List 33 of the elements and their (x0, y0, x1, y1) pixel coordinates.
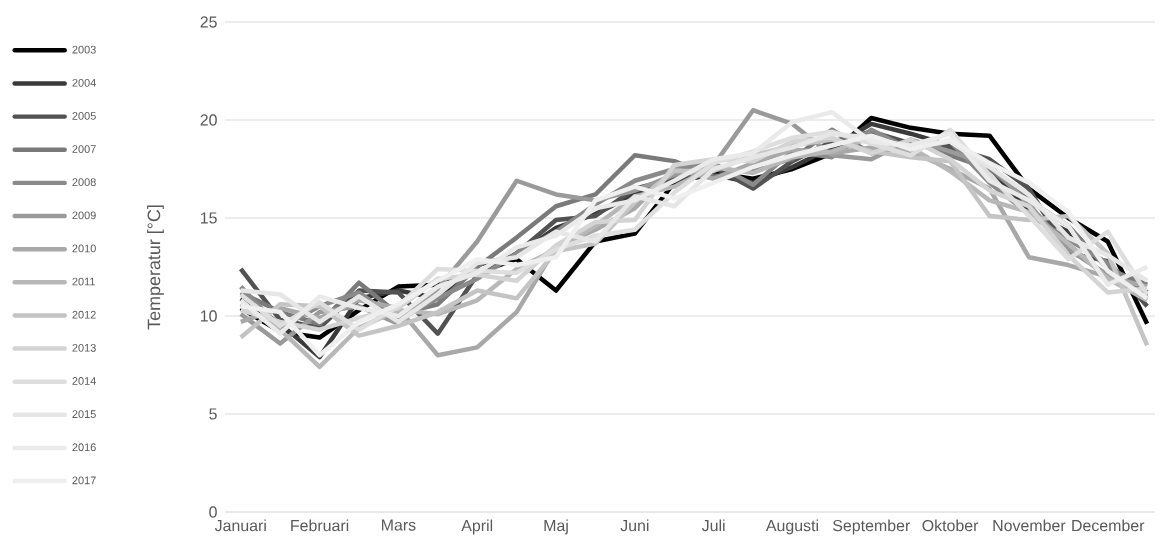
legend-label: 2012 (72, 310, 96, 319)
y-tick-label: 5 (209, 408, 217, 420)
legend-label: 2015 (72, 410, 96, 418)
x-tick-label: Augusti (765, 519, 818, 535)
y-tick-label: 10 (200, 310, 217, 322)
y-tick-label: 25 (200, 16, 217, 28)
y-axis-title: Temperatur [°C] (147, 205, 164, 330)
legend-label: 2005 (72, 112, 96, 120)
legend-label: 2014 (72, 377, 96, 385)
x-tick-label: Juni (620, 519, 649, 532)
legend-label: 2003 (72, 45, 96, 54)
x-tick-label: Oktober (922, 519, 979, 532)
legend-label: 2011 (72, 277, 95, 286)
legend-label: 2013 (72, 343, 96, 352)
x-tick-label: April (461, 519, 493, 535)
legend-label: 2017 (72, 476, 96, 485)
legend-label: 2009 (72, 211, 96, 220)
x-tick-label: Januari (214, 519, 266, 532)
x-tick-label: Februari (291, 519, 349, 532)
x-tick-label: Mars (381, 519, 416, 531)
legend-label: 2007 (72, 145, 96, 153)
legend-label: 2008 (72, 178, 96, 187)
x-tick-label: December (1072, 519, 1145, 532)
x-tick-label: November (993, 519, 1066, 532)
y-tick-label: 0 (209, 506, 217, 518)
legend-label: 2004 (72, 78, 96, 87)
y-tick-label: 20 (200, 114, 217, 126)
y-tick-label: 15 (200, 212, 217, 224)
legend-label: 2016 (72, 443, 96, 452)
legend-label: 2010 (72, 244, 96, 253)
x-tick-label: Maj (544, 519, 568, 535)
x-tick-label: Juli (701, 519, 725, 532)
x-tick-label: September (833, 519, 910, 535)
